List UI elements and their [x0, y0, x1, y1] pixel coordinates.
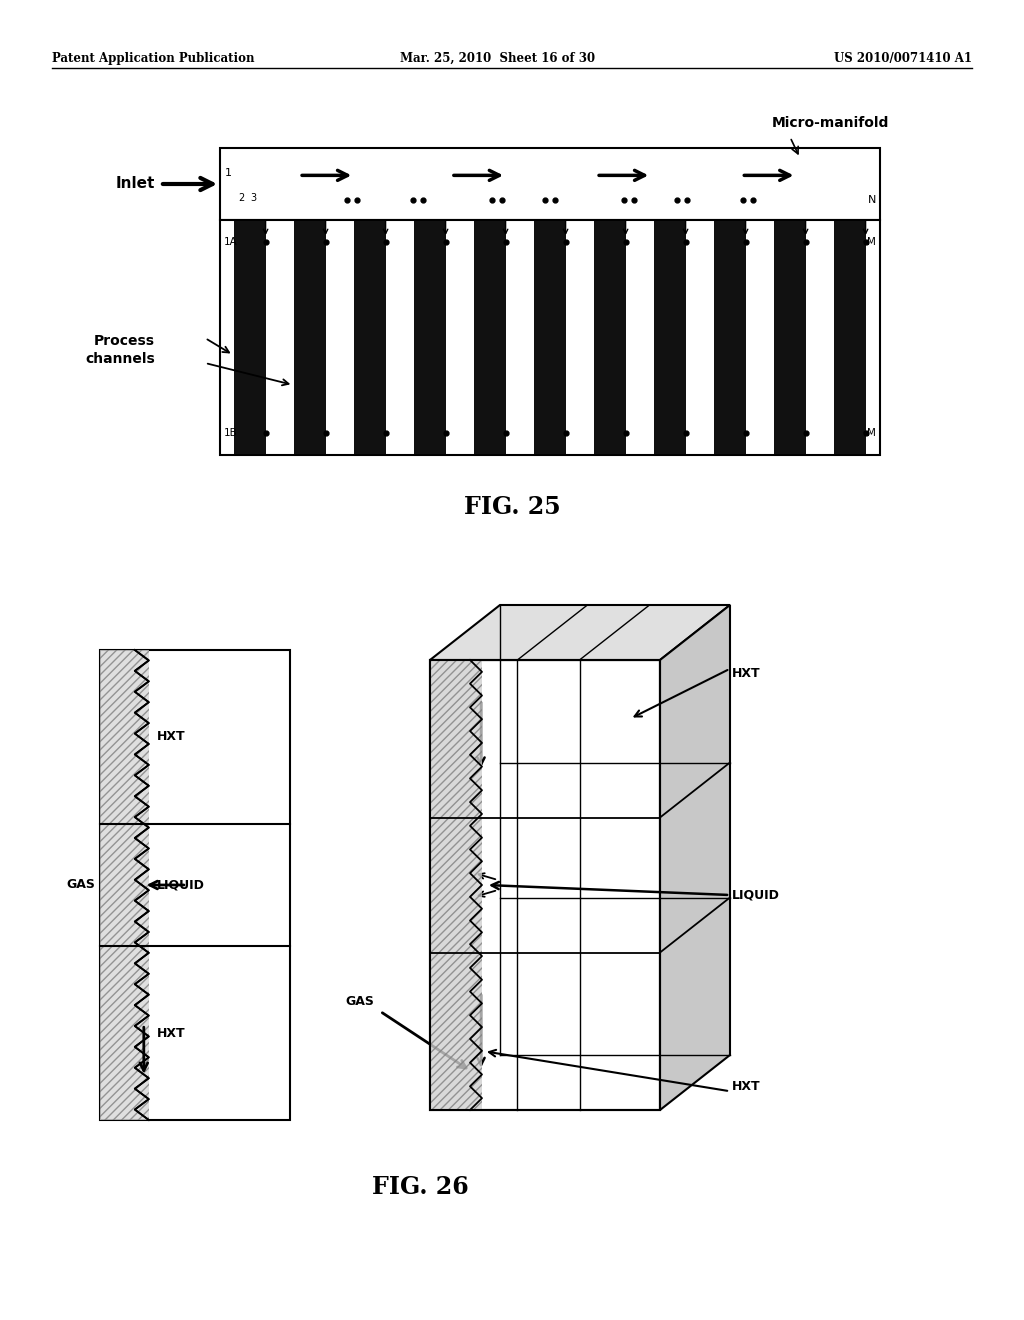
- Bar: [415, 220, 445, 454]
- Text: FIG. 26: FIG. 26: [372, 1175, 468, 1199]
- Text: Micro-manifold: Micro-manifold: [771, 116, 889, 129]
- Text: Mar. 25, 2010  Sheet 16 of 30: Mar. 25, 2010 Sheet 16 of 30: [400, 51, 595, 65]
- Text: 2: 2: [238, 193, 245, 203]
- Bar: [594, 220, 626, 454]
- Text: N: N: [867, 195, 876, 205]
- Polygon shape: [660, 605, 730, 1110]
- Bar: [354, 220, 386, 454]
- Bar: [715, 220, 745, 454]
- Bar: [654, 220, 686, 454]
- Text: •M: •M: [861, 238, 876, 247]
- Bar: [100, 649, 290, 1119]
- Text: 3: 3: [250, 193, 256, 203]
- Bar: [774, 220, 806, 454]
- Text: Process
channels: Process channels: [85, 334, 155, 366]
- Text: FIG. 25: FIG. 25: [464, 495, 560, 519]
- Bar: [535, 220, 565, 454]
- Bar: [430, 660, 482, 1110]
- Bar: [100, 649, 148, 1119]
- Bar: [835, 220, 865, 454]
- Bar: [234, 220, 265, 454]
- Text: GAS: GAS: [67, 879, 95, 891]
- Text: Inlet: Inlet: [116, 177, 155, 191]
- Text: •M: •M: [861, 428, 876, 438]
- Text: GAS: GAS: [345, 995, 374, 1007]
- Text: LIQUID: LIQUID: [157, 879, 205, 891]
- Polygon shape: [430, 605, 730, 660]
- Bar: [295, 220, 326, 454]
- Text: HXT: HXT: [157, 1027, 185, 1040]
- Polygon shape: [430, 660, 660, 1110]
- Bar: [220, 220, 880, 455]
- Text: HXT: HXT: [732, 667, 761, 680]
- Text: US 2010/0071410 A1: US 2010/0071410 A1: [834, 51, 972, 65]
- Bar: [474, 220, 506, 454]
- Text: LIQUID: LIQUID: [732, 888, 780, 902]
- Bar: [220, 148, 880, 220]
- Text: 1B: 1B: [224, 428, 238, 438]
- Text: Patent Application Publication: Patent Application Publication: [52, 51, 255, 65]
- Text: HXT: HXT: [732, 1080, 761, 1093]
- Text: 1A: 1A: [224, 238, 238, 247]
- Text: HXT: HXT: [157, 730, 185, 743]
- Text: 1: 1: [225, 168, 232, 178]
